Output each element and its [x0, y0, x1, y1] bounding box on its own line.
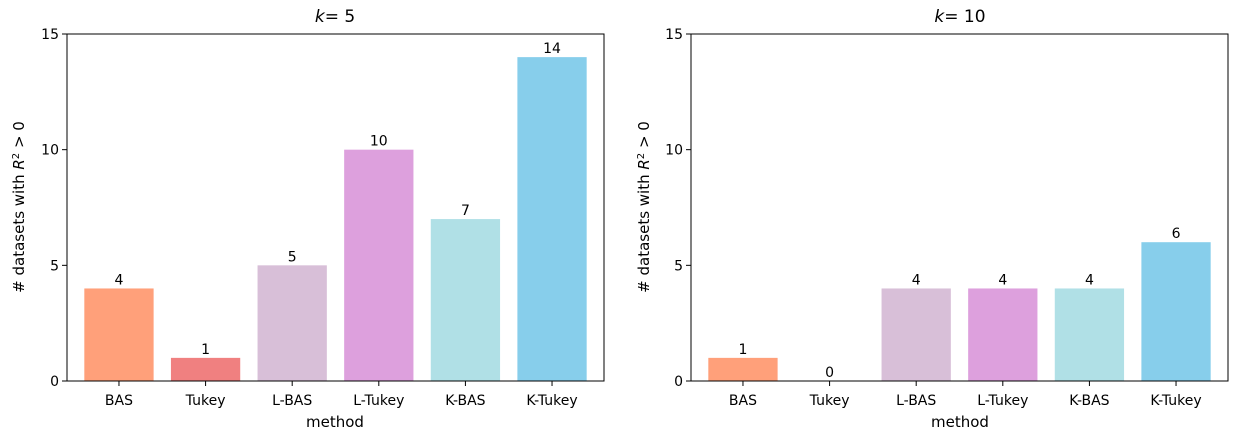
x-ticks: BAS Tukey L-BAS L-Tukey K-BAS K-Tukey — [729, 381, 1202, 409]
bar-value-label: 0 — [825, 365, 834, 381]
x-axis-label: method — [931, 413, 989, 431]
bar-value-label: 6 — [1172, 226, 1181, 242]
bar-k-bas — [430, 219, 501, 381]
y-tick-label: 15 — [665, 27, 683, 43]
y-label-sup: 2 — [11, 153, 22, 159]
bar-value-label: 7 — [461, 203, 470, 219]
bar-value-label: 14 — [543, 41, 561, 57]
title-variable: k — [934, 7, 945, 27]
bar-value-label: 1 — [739, 342, 748, 358]
y-tick-label: 0 — [50, 374, 59, 390]
y-axis-label: # datasets with R2 > 0 — [10, 121, 28, 293]
x-tick-label: Tukey — [185, 393, 226, 409]
title-rest: = 10 — [944, 7, 985, 27]
bar-value-label: 4 — [912, 272, 921, 288]
x-tick-label: K-BAS — [445, 393, 485, 409]
bar-value-label: 1 — [201, 342, 210, 358]
chart-panel-k10: k= 10 method # datasets with R2 > 0 104 4… — [635, 7, 1229, 431]
bar-value-label: 10 — [370, 134, 388, 150]
chart-title: k= 5 — [315, 7, 355, 27]
x-tick-label: K-BAS — [1069, 393, 1109, 409]
bar-k-tukey — [517, 57, 587, 382]
chart-title: k= 10 — [934, 7, 985, 27]
y-tick-label: 0 — [674, 374, 683, 390]
x-tick-label: Tukey — [809, 393, 850, 409]
bar-tukey — [170, 357, 241, 381]
title-rest: = 5 — [325, 7, 355, 27]
bar-value-label: 4 — [998, 272, 1007, 288]
y-tick-label: 10 — [41, 143, 59, 159]
plot-frame — [66, 33, 605, 382]
y-tick-label: 5 — [50, 258, 59, 274]
bar-l-bas — [257, 265, 327, 381]
x-tick-label: K-Tukey — [1150, 393, 1201, 409]
plot-frame — [690, 33, 1229, 382]
x-tick-label: BAS — [105, 393, 133, 409]
y-label-prefix: # datasets with — [10, 170, 28, 293]
y-label-var: R — [635, 159, 653, 169]
y-tick-label: 5 — [674, 258, 683, 274]
bars-group: 1 0 4 4 4 6 — [708, 226, 1211, 381]
y-label-suffix: > 0 — [10, 121, 28, 153]
bar-value-label: 4 — [1085, 272, 1094, 288]
x-tick-label: BAS — [729, 393, 757, 409]
bar-l-tukey — [968, 288, 1038, 381]
bar-bas — [84, 288, 154, 381]
x-ticks: BAS Tukey L-BAS L-Tukey K-BAS K-Tukey — [105, 381, 578, 409]
bar-value-label: 5 — [288, 249, 297, 265]
y-tick-label: 15 — [41, 27, 59, 43]
bar-l-tukey — [344, 149, 414, 381]
bar-bas — [708, 357, 778, 381]
y-label-var: R — [10, 159, 28, 169]
y-tick-label: 10 — [665, 143, 683, 159]
title-variable: k — [315, 7, 326, 27]
chart-panel-k5: k= 5 method # datasets with R2 > 0 41510… — [10, 7, 605, 431]
y-label-suffix: > 0 — [635, 121, 653, 153]
y-label-prefix: # datasets with — [635, 170, 653, 293]
x-tick-label: L-BAS — [896, 393, 936, 409]
bars-group: 4 1 5 10 7 14 — [84, 41, 587, 382]
y-ticks: 0 5 10 15 — [665, 27, 691, 390]
x-axis-label: method — [306, 413, 364, 431]
x-tick-label: L-Tukey — [353, 393, 404, 409]
bar-value-label: 4 — [115, 272, 124, 288]
bar-k-tukey — [1141, 242, 1211, 381]
x-tick-label: L-BAS — [272, 393, 312, 409]
bar-l-bas — [881, 288, 951, 381]
bar-k-bas — [1054, 288, 1125, 381]
y-axis-label: # datasets with R2 > 0 — [635, 121, 653, 293]
x-tick-label: L-Tukey — [977, 393, 1028, 409]
x-tick-label: K-Tukey — [526, 393, 577, 409]
y-label-sup: 2 — [636, 153, 647, 159]
y-ticks: 0 5 10 15 — [41, 27, 67, 390]
